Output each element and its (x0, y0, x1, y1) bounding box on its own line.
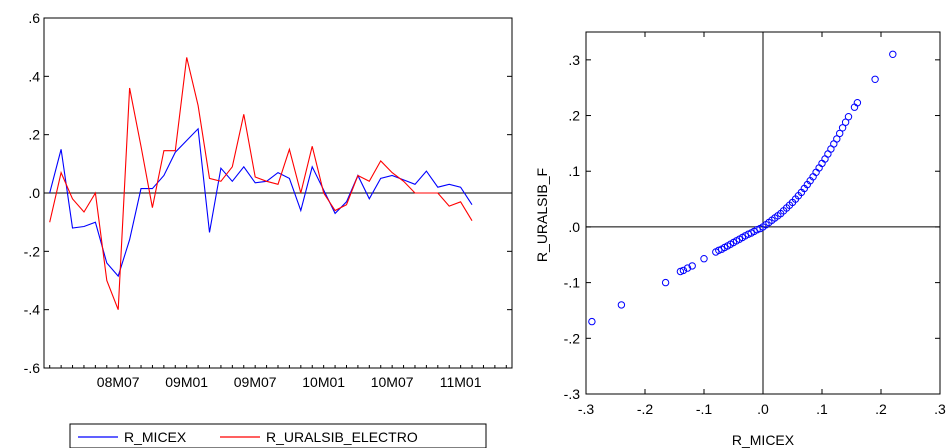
legend-box (69, 423, 487, 448)
legend-label-r-micex: R_MICEX (124, 429, 187, 445)
scatter-point (588, 317, 596, 326)
scatter-point (833, 135, 841, 143)
scatter-y-tick-label: .0 (568, 219, 580, 235)
line-y-tick-label: -.4 (24, 302, 41, 318)
scatter-y-tick-label: .3 (568, 52, 580, 68)
scatter-y-tick-label: -.3 (564, 386, 581, 402)
line-x-tick-label: 11M01 (440, 374, 482, 390)
line-y-tick-label: -.6 (24, 360, 41, 376)
scatter-x-tick-label: .1 (816, 401, 828, 417)
line-x-tick-label: 09M07 (234, 374, 277, 390)
scatter-point (838, 124, 847, 132)
scatter-x-tick-label: .2 (875, 401, 887, 417)
series-line-r-micex (49, 127, 473, 278)
scatter-point (700, 255, 708, 263)
scatter-point (836, 129, 844, 138)
scatter-x-axis-title: R_MICEX (732, 432, 795, 448)
scatter-point (853, 99, 862, 107)
line-y-tick-label: .0 (28, 185, 40, 201)
line-y-tick-label: .2 (28, 127, 40, 143)
scatter-y-tick-label: -.1 (564, 275, 581, 291)
scatter-chart: .3 .2 .1 .0 -.1 -.2 -.3-.3 -.2 -.1 .0 .1 .2 .3 R_MICE… (534, 31, 946, 448)
scatter-y-tick-label: .1 (568, 163, 580, 179)
line-x-tick-label: 08M07 (97, 374, 140, 390)
line-x-tick-label: 10M07 (371, 374, 414, 390)
scatter-x-tick-label: -.1 (696, 401, 713, 417)
line-legend: R_MICEX R_URALSIB_ELECTRO (69, 423, 487, 448)
scatter-y-axis-title: R_URALSIB_F (534, 168, 550, 262)
scatter-point (617, 301, 626, 309)
line-y-tick-label: -.2 (24, 243, 41, 259)
scatter-x-tick-label: -.3 (578, 401, 595, 417)
line-x-tick-label: 09M01 (165, 374, 208, 390)
scatter-point (889, 50, 897, 58)
scatter-point (688, 262, 696, 270)
scatter-y-tick-label: -.2 (564, 330, 581, 346)
series-line-r-uralsib-electro (49, 57, 473, 310)
scatter-point (841, 118, 850, 126)
line-y-tick-label: .6 (28, 10, 40, 26)
line-chart: .6 .4 .2 .0 -.2 -.4 -.6 08M07 09M01 09M07 10M01 10M… (24, 10, 513, 448)
scatter-y-tick-label: .2 (568, 108, 580, 124)
scatter-point (679, 266, 688, 275)
legend-label-r-uralsib-electro: R_URALSIB_ELECTRO (266, 429, 418, 445)
scatter-x-tick-label: .0 (757, 401, 769, 417)
scatter-point (844, 113, 853, 121)
line-x-tick-label: 10M01 (302, 374, 345, 390)
scatter-x-tick-label: .3 (934, 401, 946, 417)
scatter-x-tick-label: -.2 (637, 401, 654, 417)
line-y-tick-label: .4 (28, 68, 40, 84)
scatter-point (683, 264, 692, 272)
scatter-point (871, 75, 879, 84)
scatter-point (661, 278, 670, 287)
